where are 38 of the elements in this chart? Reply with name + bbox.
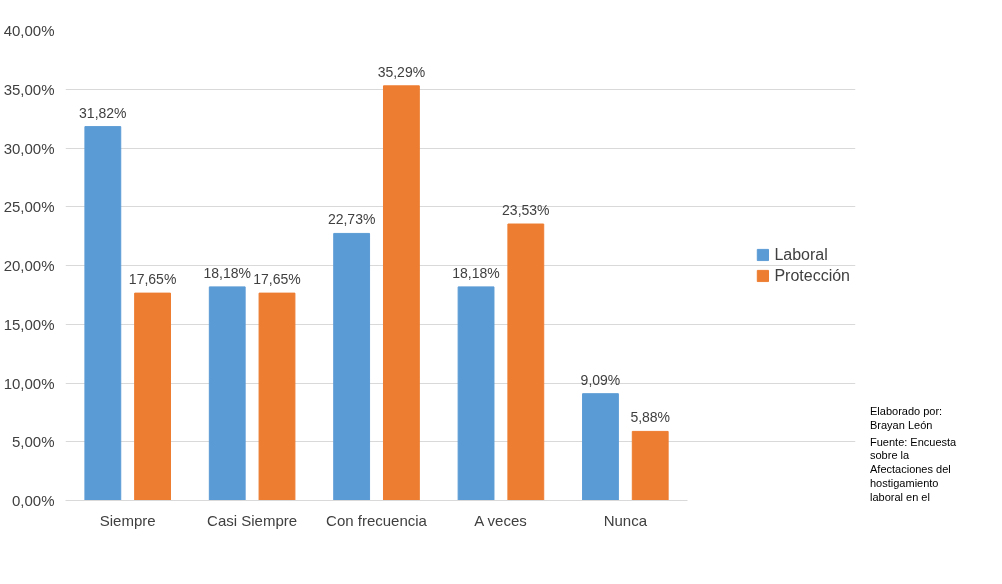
y-tick-label: 0,00% xyxy=(11,492,55,509)
y-tick-label: 35,00% xyxy=(3,80,55,98)
bar xyxy=(208,286,246,501)
text: 17,65% xyxy=(253,271,301,288)
text: 9,09% xyxy=(580,371,621,388)
bar xyxy=(84,126,122,501)
text: 22,73% xyxy=(327,211,376,228)
bar xyxy=(582,393,619,501)
y-tick-label: 40,00% xyxy=(3,22,55,39)
legend-label: Protección xyxy=(774,266,850,285)
legend-label: Laboral xyxy=(774,245,828,264)
y-tick-label: 10,00% xyxy=(3,374,55,392)
bar xyxy=(507,223,545,501)
text: 31,82% xyxy=(79,104,127,121)
text: Elaborado por: Brayan León xyxy=(870,405,944,433)
bar xyxy=(333,232,371,501)
text: 18,18% xyxy=(452,264,500,281)
y-tick-label: 5,00% xyxy=(11,433,55,451)
bar xyxy=(457,286,495,501)
y-tick-label: 30,00% xyxy=(3,139,55,157)
text: 5,88% xyxy=(630,409,671,426)
bar xyxy=(134,292,171,501)
bar xyxy=(631,430,669,501)
x-tick-label: Casi Siempre xyxy=(207,511,298,529)
text: 18,18% xyxy=(203,264,251,281)
y-tick-label: 20,00% xyxy=(3,257,55,274)
y-tick-label: 25,00% xyxy=(3,198,55,216)
text: 23,53% xyxy=(502,202,550,219)
x-tick-label: A veces xyxy=(474,511,527,529)
bar xyxy=(258,292,296,501)
source-note: Fuente: Encuesta sobre la Afectaciones del hostigamiento laboral en el xyxy=(870,435,958,505)
y-tick-label: 15,00% xyxy=(3,315,55,333)
text: 17,65% xyxy=(128,271,177,288)
x-tick-label: Nunca xyxy=(603,511,648,529)
bar xyxy=(382,85,420,501)
x-tick-label: Con frecuencia xyxy=(326,511,428,529)
x-tick-label: Siempre xyxy=(99,511,156,529)
text: 35,29% xyxy=(377,63,426,80)
